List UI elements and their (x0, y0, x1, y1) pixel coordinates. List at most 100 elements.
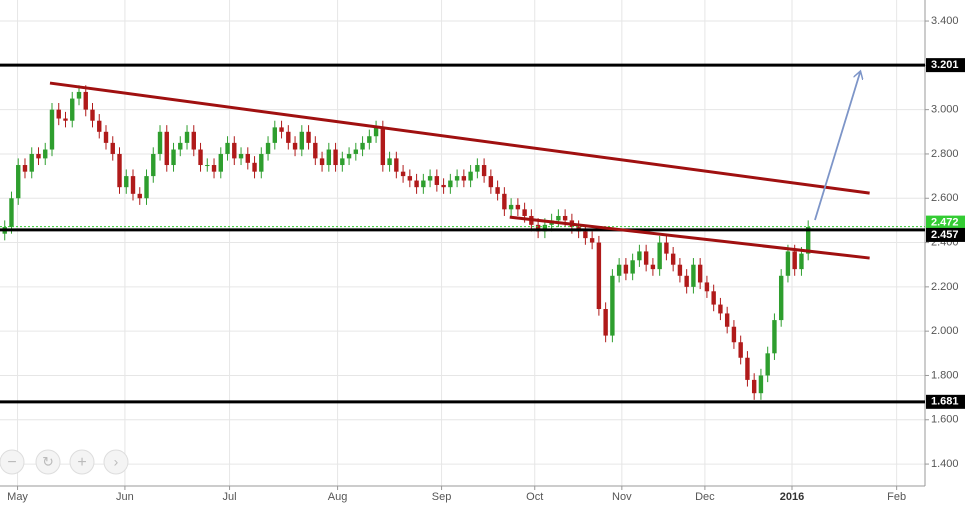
y-tick-label: 3.000 (931, 104, 959, 116)
candle-body (76, 91, 82, 99)
candle-body (616, 264, 622, 276)
trend-line (509, 215, 870, 260)
candle-body (407, 176, 413, 181)
candle-body (360, 142, 365, 150)
candle-body (731, 326, 737, 343)
x-tick-label: Aug (328, 491, 348, 503)
candle-body (394, 158, 399, 172)
candle-body (556, 215, 561, 221)
candle-body (313, 142, 318, 159)
candle-body (16, 165, 21, 199)
candle-body (70, 98, 75, 121)
candle-body (117, 153, 122, 188)
candle-body (265, 142, 271, 154)
candle-body (785, 251, 791, 276)
candle-body (610, 275, 615, 336)
candle-body (508, 204, 514, 210)
x-tick-label: 2016 (780, 491, 804, 503)
candle-body (475, 165, 480, 172)
x-tick-label: Feb (887, 491, 906, 503)
candle-body (306, 131, 311, 143)
y-tick-label: 2.800 (931, 148, 959, 160)
x-tick-label: Nov (612, 491, 632, 503)
candle-body (704, 282, 710, 292)
candle-body (110, 142, 115, 154)
candle-body (97, 120, 102, 132)
level-label-box (926, 215, 965, 230)
zoom-out[interactable] (0, 449, 25, 475)
reset[interactable] (35, 449, 61, 475)
y-tick-label: 2.000 (931, 325, 959, 337)
candle-body (481, 165, 487, 177)
candle-body (218, 153, 223, 172)
candle-body (252, 162, 257, 172)
x-tick-label: Sep (432, 491, 452, 503)
candle-body (562, 215, 568, 221)
candle-body (380, 127, 386, 166)
candle-body (751, 379, 757, 394)
candle-body (596, 242, 602, 310)
candle-body (124, 176, 129, 188)
candle-body (238, 153, 244, 159)
candle-body (670, 253, 676, 265)
level-label: 2.472 (931, 217, 959, 229)
candle-body (198, 149, 203, 166)
level-label: 1.681 (931, 396, 959, 408)
candle-body (400, 171, 406, 177)
candle-body (333, 149, 338, 166)
candle-body (522, 209, 527, 216)
x-tick-label: Oct (526, 491, 543, 503)
candle-body (340, 158, 345, 166)
x-tick-label: Jun (116, 491, 134, 503)
candle-body (765, 353, 770, 376)
candle-body (171, 149, 176, 166)
candle-body (346, 153, 352, 159)
candle-body (43, 149, 48, 159)
y-tick-label: 1.400 (931, 458, 959, 470)
candle-body (292, 142, 298, 150)
candle-body (259, 153, 264, 172)
x-tick-label: Dec (695, 491, 715, 503)
candle-body (319, 158, 325, 166)
candle-body (103, 131, 109, 143)
candle-body (535, 224, 541, 232)
arrow (814, 72, 860, 221)
candle-body (9, 198, 14, 228)
candle-body (738, 342, 743, 358)
candle-body (502, 193, 507, 210)
candle-body (630, 260, 635, 274)
candle-body (414, 180, 419, 188)
candle-body (279, 127, 284, 132)
x-tick-label: Jul (223, 491, 237, 503)
candle-body (353, 149, 359, 154)
candle-body (164, 131, 169, 166)
candle-body (421, 180, 426, 188)
candle-body (157, 131, 163, 154)
candle-body (448, 180, 453, 188)
candle-body (589, 238, 595, 243)
candle-body (137, 193, 142, 199)
candle-body (454, 176, 460, 181)
candle-body (778, 275, 784, 321)
candle-body (657, 242, 662, 270)
level-label-box (926, 58, 965, 73)
candle-body (232, 142, 237, 159)
candle-body (758, 375, 764, 394)
candle-body (63, 118, 68, 121)
candle-body (637, 251, 642, 261)
level-label: 3.201 (931, 59, 959, 71)
candle-body (205, 165, 210, 167)
candle-body (49, 109, 55, 150)
candle-body (441, 184, 446, 188)
candle-body (427, 176, 433, 181)
candle-body (178, 142, 183, 150)
y-tick-label: 1.600 (931, 414, 959, 426)
y-tick-label: 1.800 (931, 369, 959, 381)
candle-body (684, 275, 689, 287)
scroll-right[interactable] (103, 449, 129, 475)
candle-body (677, 264, 683, 276)
zoom-in[interactable] (69, 449, 95, 475)
y-tick-label: 2.600 (931, 192, 959, 204)
candle-body (745, 357, 750, 380)
